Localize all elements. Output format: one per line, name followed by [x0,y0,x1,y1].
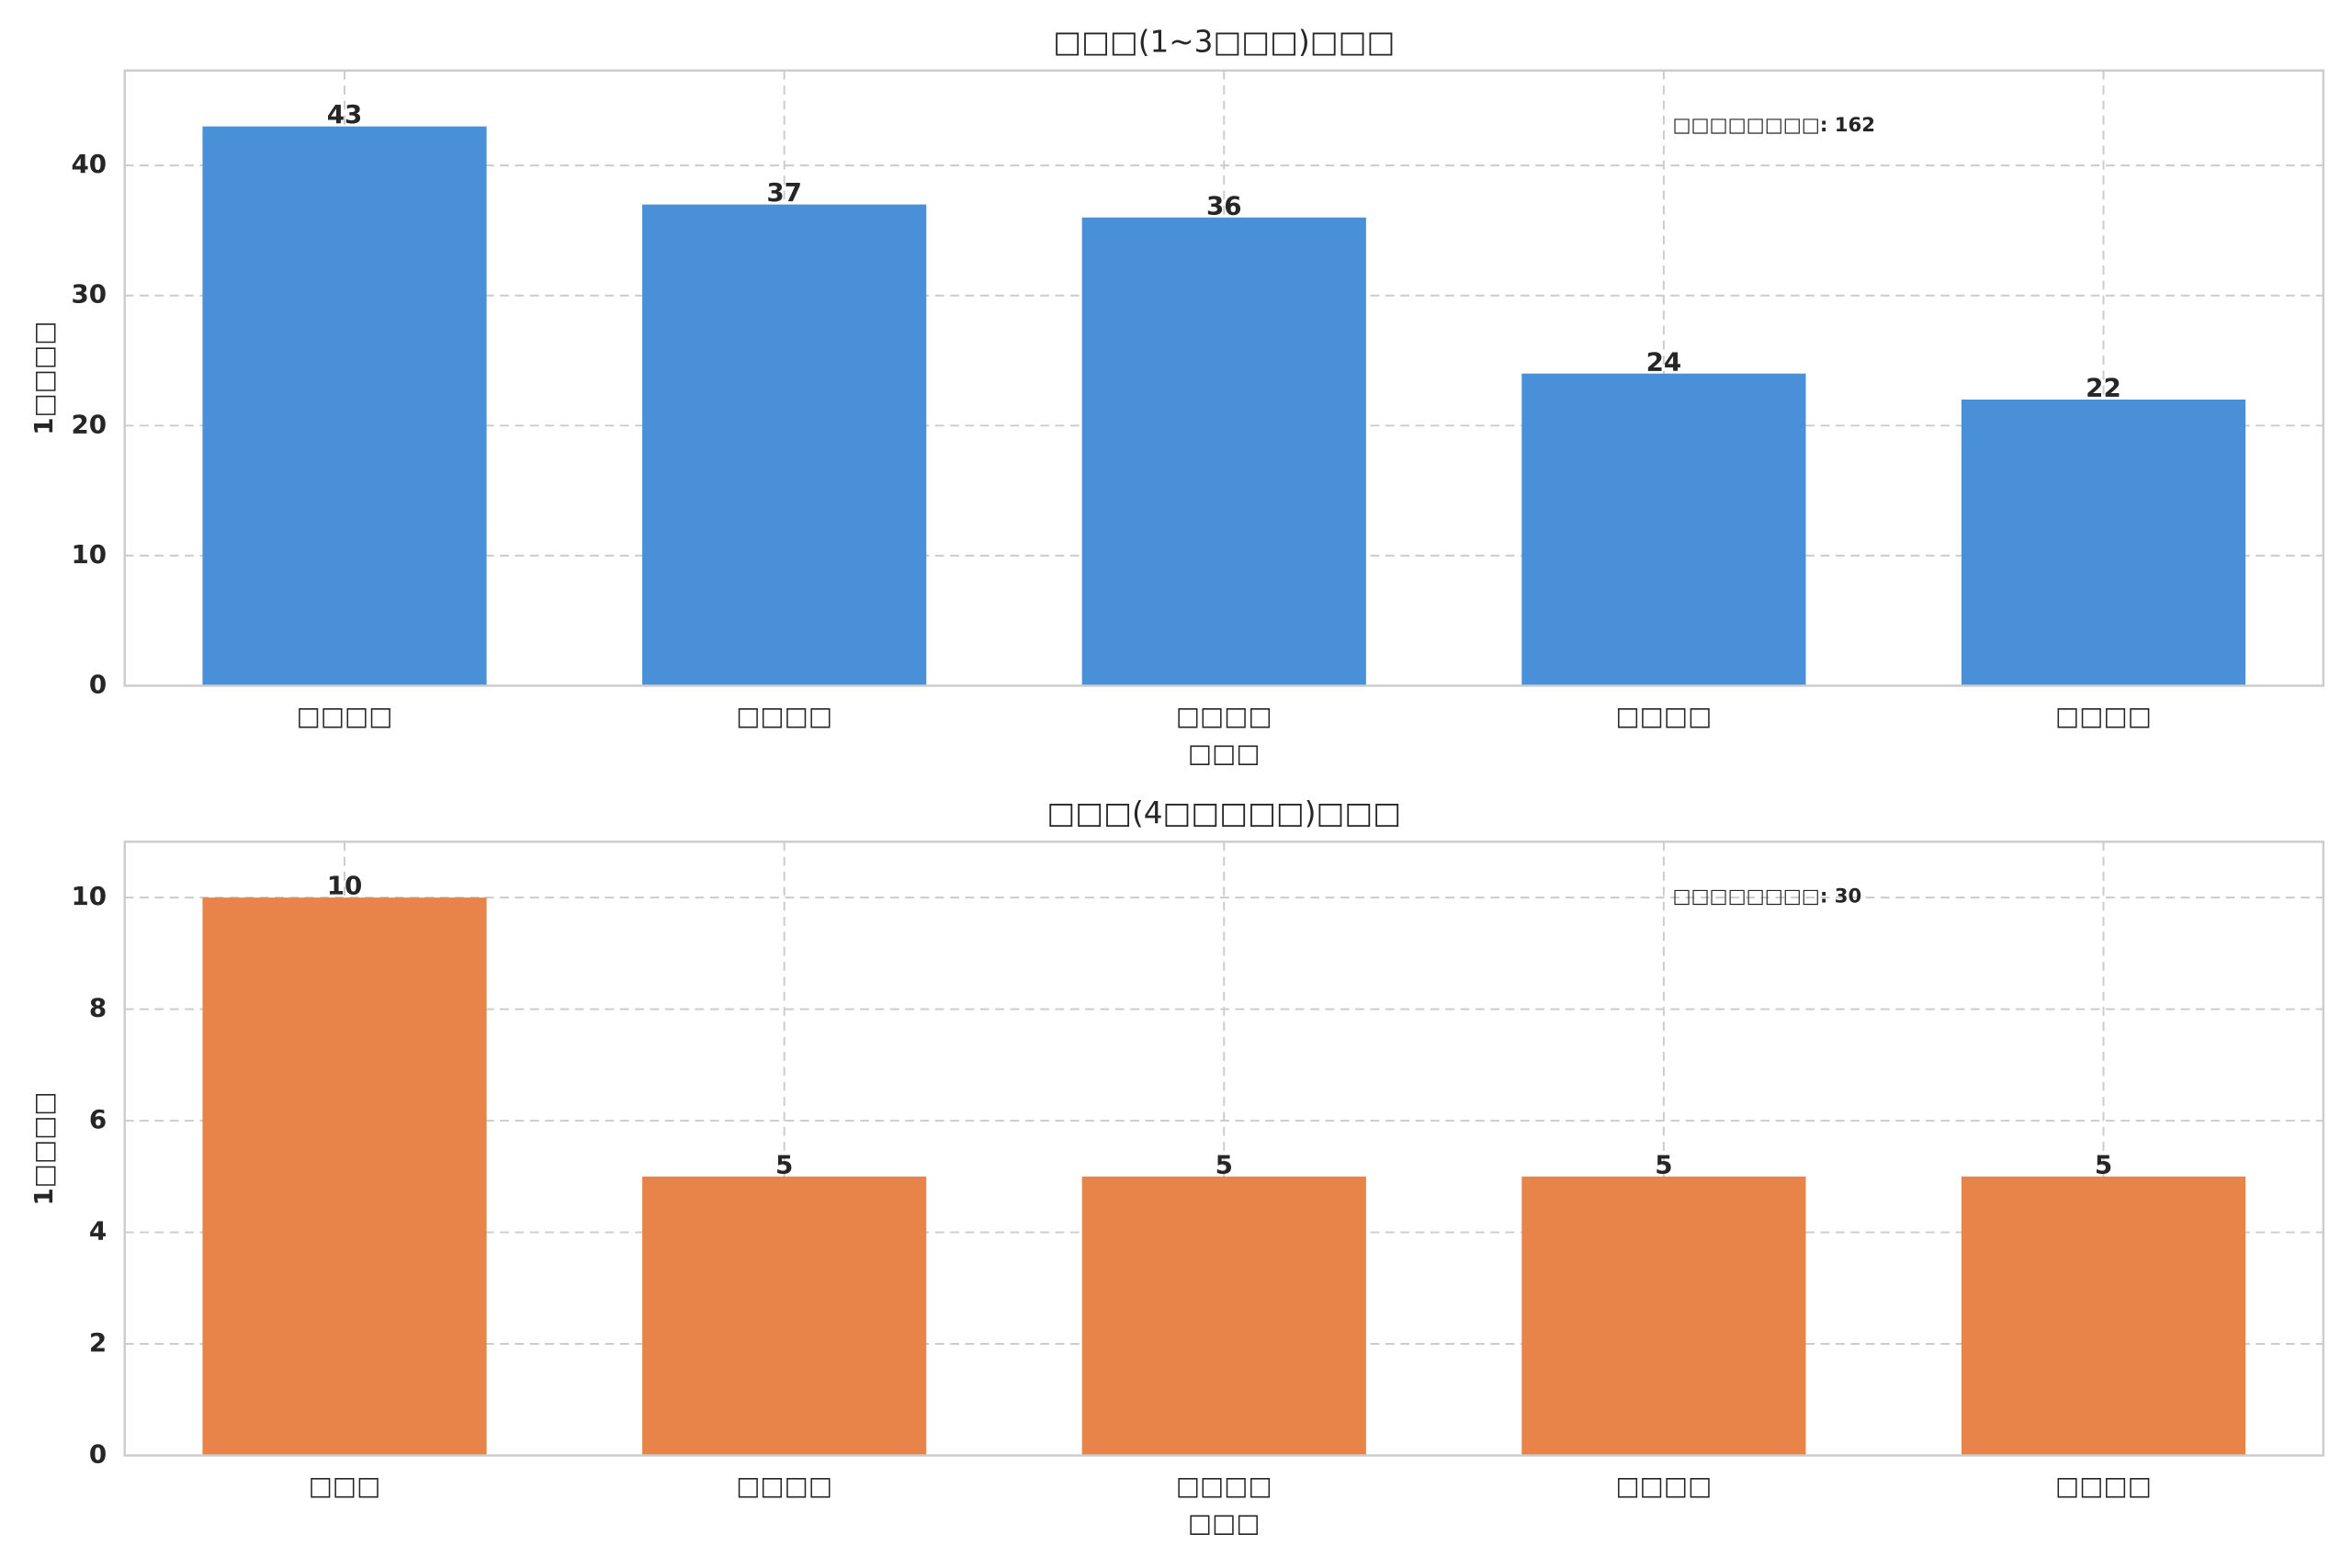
x-tick-label: □□□ [309,1471,381,1501]
y-tick-label: 30 [72,279,107,310]
x-tick-label: □□□□ [736,701,832,731]
y-tick-label: 40 [72,149,107,179]
y-tick-label: 4 [89,1216,107,1247]
chart-title: □□□(1~3□□□)□□□ [1053,24,1395,59]
x-tick-label: □□□□ [1176,1471,1272,1501]
value-label: 24 [1646,346,1682,377]
bar [642,1176,927,1456]
x-axis-label: □□□ [1188,1508,1261,1539]
y-axis-label: 1□□□□ [28,321,59,435]
bar [202,126,487,686]
y-tick-label: 10 [72,539,107,570]
y-tick-label: 6 [89,1104,107,1134]
x-tick-label: □□□□ [2055,1471,2152,1501]
plot-frame [123,840,2325,1457]
x-tick-label: □□□□ [1615,1471,1712,1501]
bar [1961,400,2246,686]
bar [1081,217,1366,686]
annotation: □□□□□□□□: 30 [1672,886,1861,908]
plot-frame [123,69,2325,687]
y-axis-label: 1□□□□ [28,1091,59,1205]
y-tick-label: 10 [72,881,107,911]
value-label: 10 [327,871,363,901]
y-tick-label: 0 [89,1438,107,1469]
value-label: 37 [766,177,802,208]
value-label: 5 [1216,1149,1233,1179]
x-tick-label: □□□□ [736,1471,832,1501]
x-tick-label: □□□□ [1615,701,1712,731]
value-label: 5 [775,1149,793,1179]
value-label: 5 [1655,1149,1672,1179]
value-label: 5 [2095,1149,2112,1179]
y-tick-label: 8 [89,993,107,1023]
bar [1081,1176,1366,1456]
x-tick-label: □□□□ [1176,701,1272,731]
y-tick-label: 2 [89,1327,107,1358]
value-label: 36 [1206,190,1242,220]
chart-title: □□□(4□□□□□)□□□ [1046,795,1401,830]
bar [1521,373,1806,686]
annotation: □□□□□□□□: 162 [1672,114,1875,137]
x-tick-label: □□□□ [2055,701,2152,731]
value-label: 43 [327,99,363,130]
x-axis-label: □□□ [1188,739,1261,769]
bar [642,204,927,686]
value-label: 22 [2086,373,2121,403]
bar [202,897,487,1456]
bar [1521,1176,1806,1456]
x-tick-label: □□□□ [297,701,393,731]
y-tick-label: 20 [72,409,107,439]
y-tick-label: 0 [89,670,107,700]
bar [1961,1176,2246,1456]
